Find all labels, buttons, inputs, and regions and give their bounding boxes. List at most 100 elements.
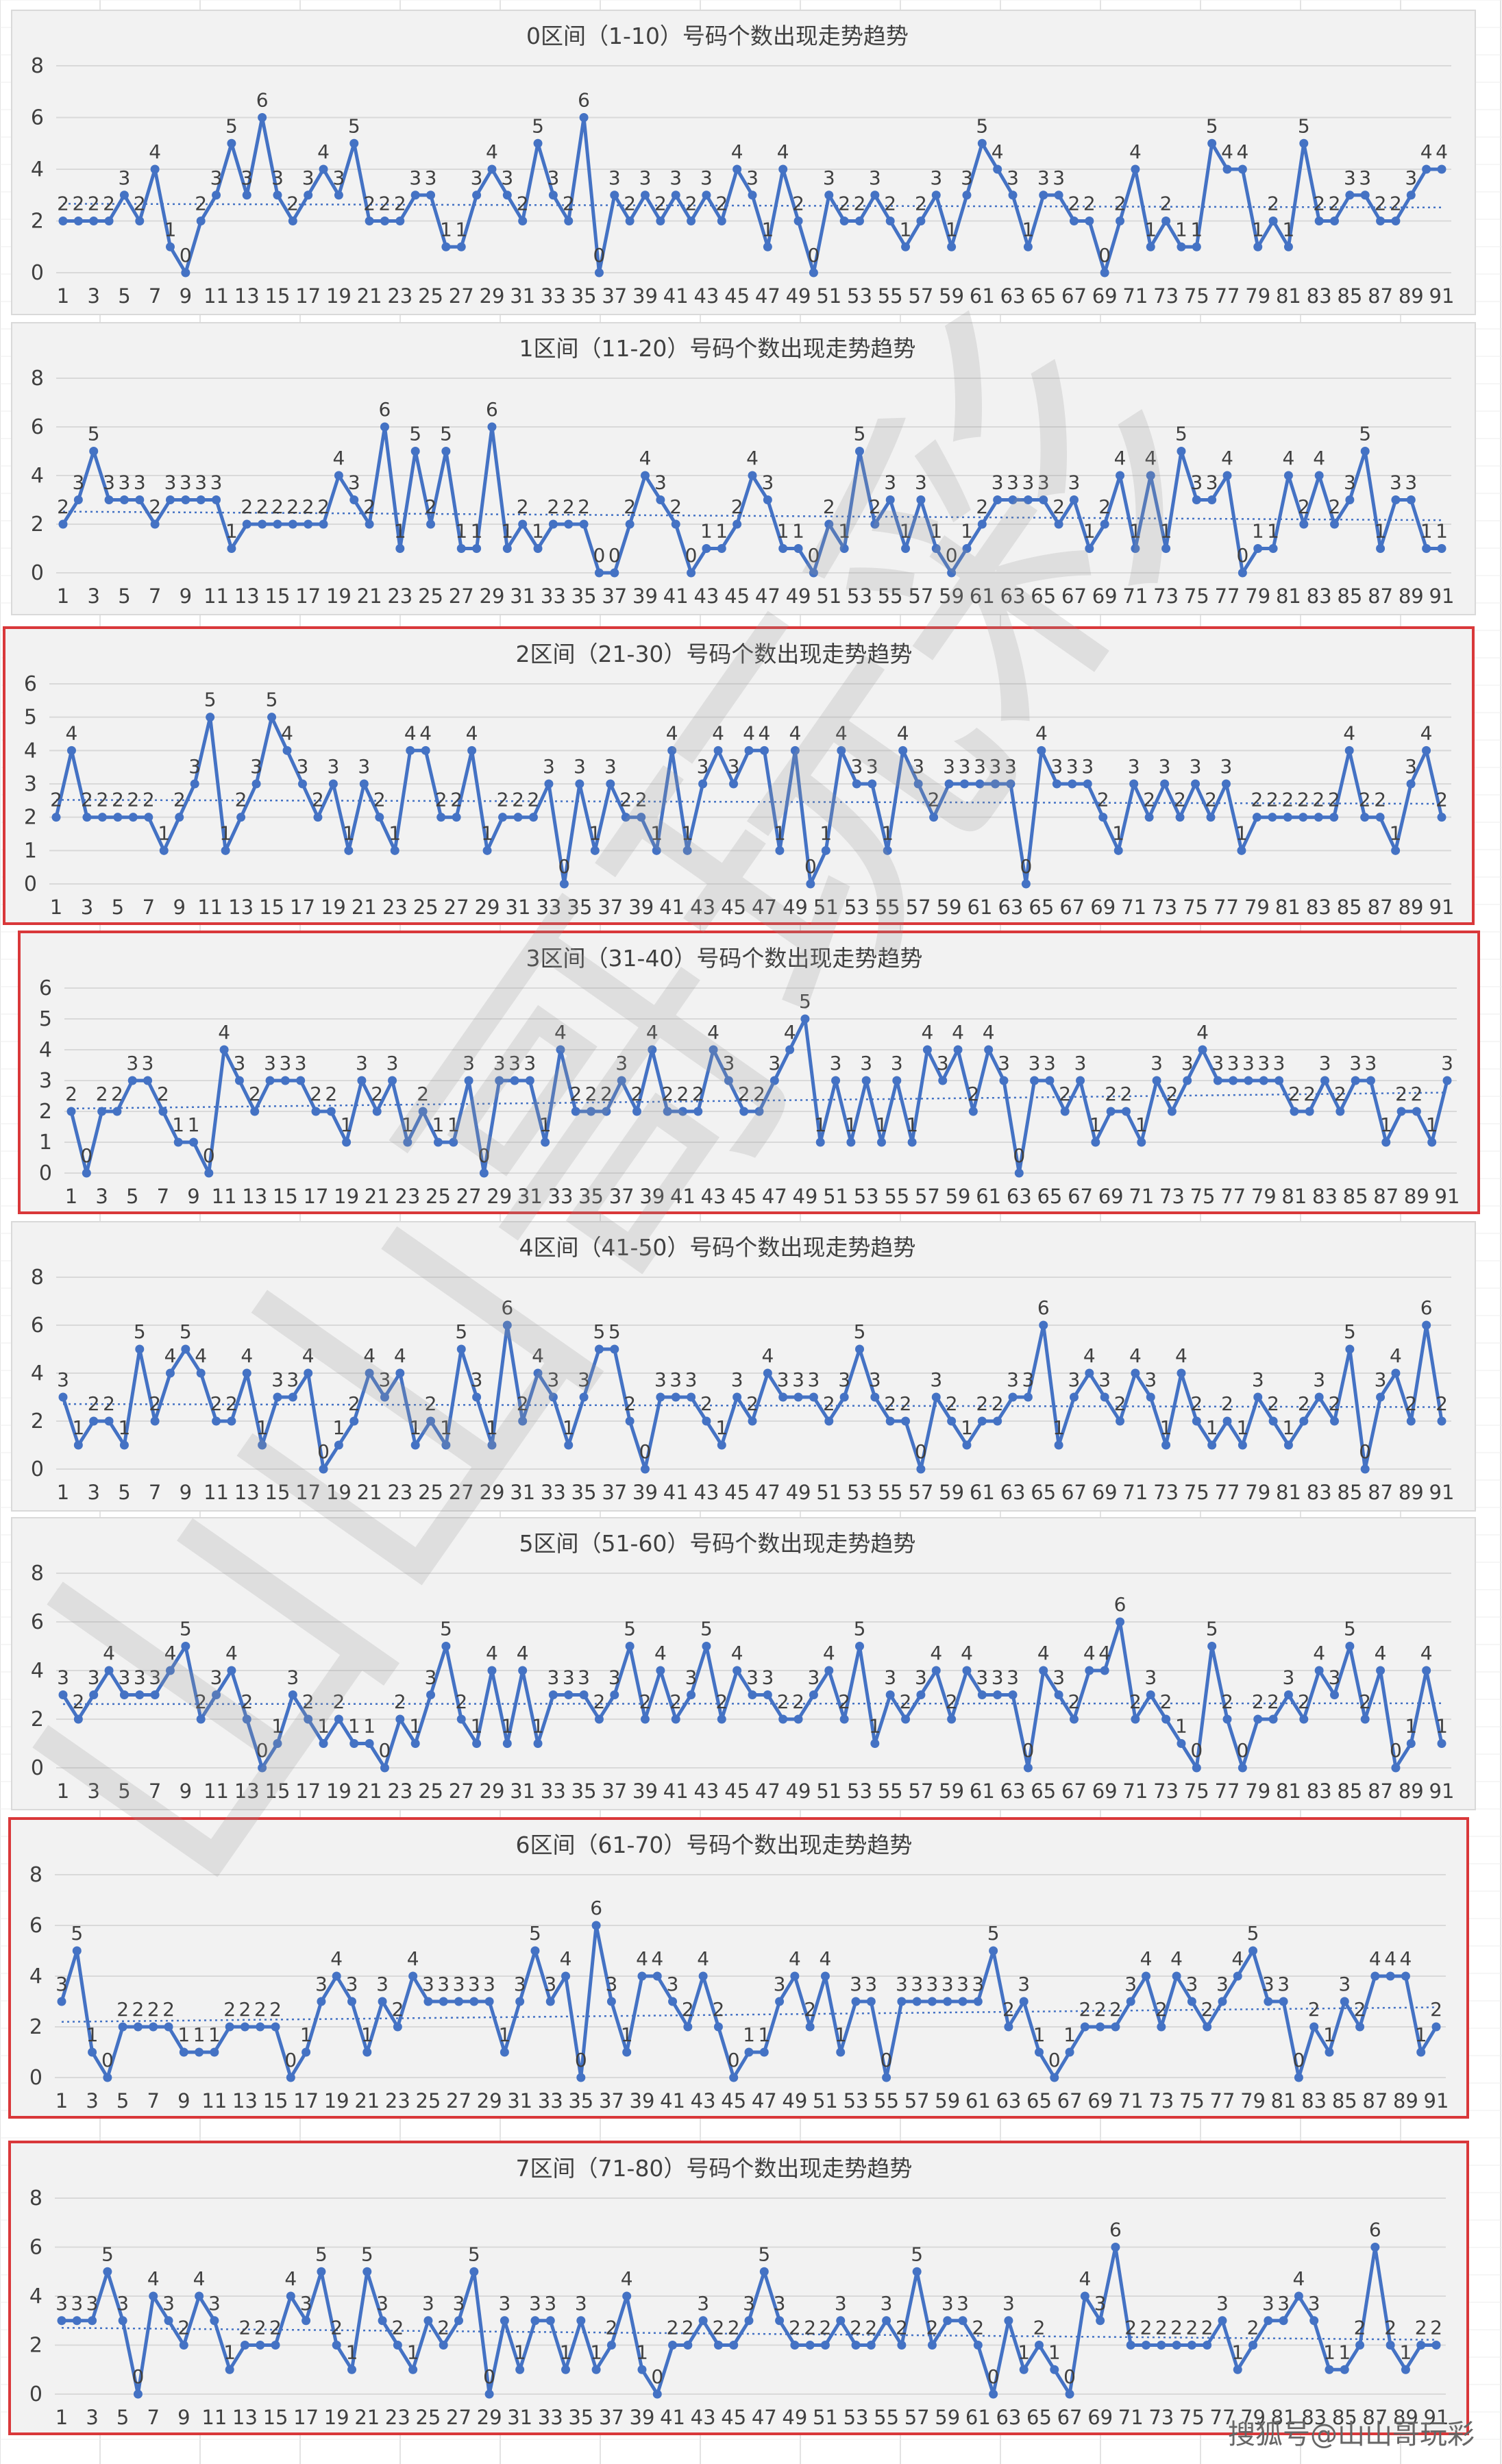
data-point bbox=[251, 779, 261, 789]
data-point bbox=[1406, 495, 1416, 504]
data-label: 1 bbox=[1083, 520, 1096, 543]
x-tick-label: 47 bbox=[755, 1779, 780, 1803]
data-label: 0 bbox=[728, 2049, 740, 2071]
data-label: 2 bbox=[1390, 193, 1402, 215]
x-tick-label: 69 bbox=[1092, 1779, 1118, 1803]
data-point bbox=[820, 2341, 830, 2350]
data-label: 5 bbox=[758, 2243, 770, 2265]
data-point bbox=[1157, 2341, 1166, 2350]
data-point bbox=[916, 495, 926, 504]
x-tick-label: 79 bbox=[1245, 584, 1270, 608]
x-tick-label: 7 bbox=[157, 1185, 169, 1208]
data-point bbox=[1325, 2047, 1334, 2057]
data-point bbox=[225, 2365, 234, 2374]
data-label: 3 bbox=[1262, 2292, 1275, 2315]
x-tick-label: 5 bbox=[112, 896, 124, 919]
data-point bbox=[393, 2022, 402, 2032]
data-point bbox=[901, 544, 911, 553]
data-label: 3 bbox=[71, 2292, 83, 2315]
data-point bbox=[1376, 544, 1386, 553]
data-label: 2 bbox=[235, 789, 247, 811]
data-point bbox=[1222, 1714, 1232, 1724]
x-tick-label: 13 bbox=[234, 284, 260, 308]
chart-panel-5: 5区间（51-60）号码个数出现走势趋势 0 2 4 6 8 1 3 5 7 9 11 13 15 17 19… bbox=[11, 1517, 1476, 1810]
data-point bbox=[487, 1666, 497, 1675]
data-label: 6 bbox=[1037, 1296, 1050, 1319]
data-label: 4 bbox=[486, 140, 498, 163]
chart-panel-6: 6区间（61-70）号码个数出现走势趋势 0 2 4 6 8 1 3 5 7 9 11 13 15 17 19… bbox=[8, 1817, 1469, 2119]
data-label: 2 bbox=[256, 495, 269, 518]
data-label: 4 bbox=[164, 1642, 177, 1664]
data-label: 1 bbox=[501, 520, 513, 543]
data-label: 3 bbox=[654, 1368, 667, 1391]
x-tick-label: 83 bbox=[1301, 2089, 1327, 2112]
data-point bbox=[227, 1416, 236, 1426]
data-point bbox=[876, 1137, 886, 1147]
data-point bbox=[682, 846, 692, 855]
data-label: 3 bbox=[1124, 1973, 1137, 1995]
data-label: 3 bbox=[654, 471, 667, 494]
data-label: 3 bbox=[1037, 471, 1050, 494]
x-tick-label: 25 bbox=[415, 2089, 441, 2112]
data-label: 1 bbox=[715, 1416, 728, 1439]
data-label: 1 bbox=[501, 1715, 513, 1738]
chart-panel-2: 2区间（21-30）号码个数出现走势趋势 0 1 2 3 4 5 6 1 3 5 7 9 11 13 15 17… bbox=[3, 626, 1475, 925]
data-label: 2 bbox=[1098, 495, 1111, 518]
data-label: 2 bbox=[455, 1690, 467, 1713]
data-point bbox=[1268, 813, 1277, 822]
y-tick-label: 4 bbox=[31, 1659, 44, 1683]
data-label: 3 bbox=[1144, 1368, 1157, 1391]
x-tick-label: 71 bbox=[1118, 2406, 1144, 2429]
data-label: 1 bbox=[172, 1113, 184, 1136]
data-label: 3 bbox=[746, 1666, 759, 1689]
x-tick-label: 57 bbox=[904, 2406, 930, 2429]
data-label: 3 bbox=[1190, 755, 1202, 778]
data-point bbox=[221, 846, 230, 855]
data-point bbox=[821, 846, 830, 855]
y-tick-label: 0 bbox=[31, 1457, 44, 1481]
data-label: 4 bbox=[532, 1344, 544, 1367]
x-tick-label: 43 bbox=[701, 1185, 726, 1208]
data-point bbox=[744, 2316, 754, 2326]
chart-title: 2区间（21-30）号码个数出现走势趋势 bbox=[516, 641, 913, 667]
x-tick-label: 41 bbox=[660, 2089, 685, 2112]
data-point bbox=[1298, 813, 1308, 822]
data-label: 4 bbox=[961, 1642, 973, 1664]
x-tick-label: 23 bbox=[387, 1779, 413, 1803]
x-tick-label: 47 bbox=[752, 2406, 777, 2429]
data-label: 5 bbox=[911, 2243, 923, 2265]
data-label: 0 bbox=[808, 544, 820, 567]
data-label: 3 bbox=[808, 1368, 820, 1391]
x-tick-label: 63 bbox=[1000, 284, 1026, 308]
x-tick-label: 51 bbox=[816, 1481, 841, 1504]
x-tick-label: 57 bbox=[904, 2089, 930, 2112]
data-point bbox=[1034, 2047, 1044, 2057]
data-point bbox=[744, 746, 754, 755]
data-label: 2 bbox=[700, 1392, 713, 1415]
data-point bbox=[179, 2047, 188, 2057]
data-label: 3 bbox=[103, 471, 115, 494]
data-point bbox=[408, 2365, 418, 2374]
data-label: 2 bbox=[88, 193, 100, 215]
x-tick-label: 45 bbox=[721, 2406, 746, 2429]
data-point bbox=[1237, 846, 1246, 855]
x-tick-label: 15 bbox=[265, 584, 291, 608]
data-point bbox=[958, 1997, 968, 2006]
data-label: 2 bbox=[50, 789, 62, 811]
data-label: 2 bbox=[884, 193, 896, 215]
data-label: 1 bbox=[758, 2023, 770, 2046]
data-point bbox=[1360, 190, 1370, 200]
data-point bbox=[897, 1997, 907, 2006]
data-point bbox=[854, 217, 864, 225]
data-label: 3 bbox=[471, 167, 483, 189]
data-point bbox=[236, 813, 246, 822]
data-point bbox=[319, 1464, 328, 1474]
data-point bbox=[590, 846, 600, 855]
data-label: 3 bbox=[1441, 1052, 1453, 1074]
data-label: 3 bbox=[957, 1973, 969, 1995]
data-label: 2 bbox=[926, 2317, 939, 2339]
data-label: 3 bbox=[346, 1973, 358, 1995]
x-tick-label: 87 bbox=[1368, 896, 1393, 919]
y-tick-label: 0 bbox=[24, 872, 37, 896]
data-label: 3 bbox=[774, 2292, 786, 2315]
